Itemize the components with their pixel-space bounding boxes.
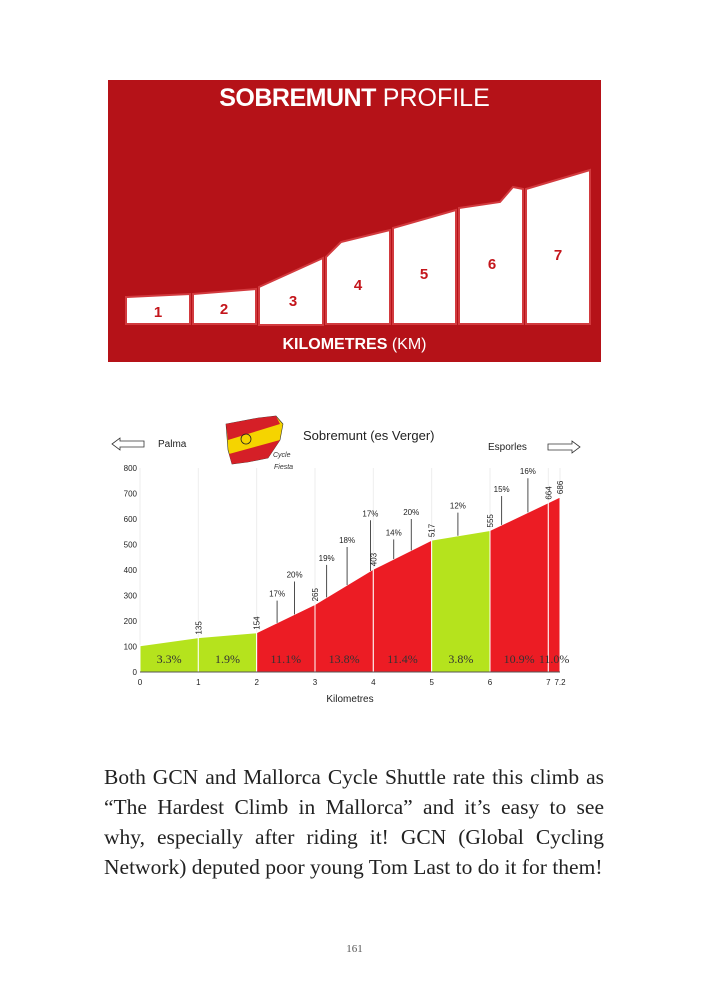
- banner-title: SOBREMUNT PROFILE: [108, 84, 601, 113]
- y-tick-label: 700: [124, 490, 138, 499]
- km-label: 6: [488, 256, 496, 273]
- x-tick-label: 4: [371, 678, 376, 687]
- segment-gradient-label: 10.9%: [504, 652, 535, 666]
- elevation-label: 265: [311, 588, 320, 602]
- banner-xlabel-rest: (KM): [387, 336, 427, 353]
- segment-gradient-label: 1.9%: [215, 652, 240, 666]
- km-bar-5: [392, 208, 457, 325]
- sobremunt-profile-graphic: SOBREMUNT PROFILE 1 2 3 4 5 6 7 KILOMET: [108, 80, 601, 362]
- x-tick-label: 6: [488, 678, 493, 687]
- km-bar-4: [325, 228, 391, 325]
- y-tick-label: 400: [124, 566, 138, 575]
- arrow-right-icon: [547, 440, 581, 454]
- max-gradient-label: 20%: [403, 508, 419, 517]
- max-gradient-label: 19%: [319, 554, 335, 563]
- page-number: 161: [346, 943, 363, 955]
- max-gradient-label: 16%: [520, 467, 536, 476]
- banner-xlabel-bold: KILOMETRES: [282, 336, 388, 353]
- elevation-label: 686: [556, 480, 565, 494]
- x-tick-label: 7: [546, 678, 551, 687]
- km-bar-1: [125, 292, 191, 325]
- left-direction-label: Palma: [158, 439, 187, 450]
- gradient-segment: [547, 496, 561, 673]
- chart-title: Sobremunt (es Verger): [303, 428, 435, 443]
- cyclist-icon: [240, 433, 252, 445]
- gradient-segment: [489, 501, 549, 673]
- km-label: 7: [554, 247, 562, 264]
- y-tick-label: 800: [124, 464, 138, 473]
- segment-gradient-label: 3.8%: [448, 652, 473, 666]
- km-label: 3: [289, 293, 297, 310]
- y-tick-label: 600: [124, 515, 138, 524]
- x-axis-title: Kilometres: [326, 694, 373, 705]
- max-gradient-label: 17%: [269, 590, 285, 599]
- y-tick-label: 100: [124, 643, 138, 652]
- elevation-label: 135: [194, 621, 203, 635]
- banner-title-rest: PROFILE: [375, 84, 490, 112]
- km-bar-3: [258, 256, 324, 326]
- km-bar-7: [525, 168, 591, 325]
- elevation-label: 403: [369, 552, 378, 566]
- x-tick-label: 2: [254, 678, 259, 687]
- segment-gradient-label: 11.1%: [271, 652, 302, 666]
- gradient-segment: [431, 529, 491, 673]
- km-label: 5: [420, 266, 428, 283]
- x-tick-label: 1: [196, 678, 201, 687]
- right-direction-label: Esporles: [488, 442, 527, 453]
- y-tick-label: 500: [124, 541, 138, 550]
- y-tick-label: 200: [124, 617, 138, 626]
- segment-gradient-label: 11.0%: [539, 652, 570, 666]
- km-label: 2: [220, 301, 228, 318]
- x-tick-label: 5: [429, 678, 434, 687]
- arrow-left-icon: [111, 437, 145, 451]
- logo-text: Cycle: [273, 452, 291, 459]
- max-gradient-label: 18%: [339, 536, 355, 545]
- elevation-label: 517: [428, 523, 437, 537]
- banner-xlabel: KILOMETRES (KM): [108, 336, 601, 354]
- y-tick-label: 300: [124, 592, 138, 601]
- elevation-label: 154: [253, 616, 262, 630]
- elevation-profile-chart: 3.3% 1.9% 11.1% 13.8% 11.4% 3.8% 10.9% 11.0%010…: [111, 415, 581, 705]
- km-bar-2: [192, 287, 257, 325]
- max-gradient-label: 20%: [287, 570, 303, 579]
- elevation-label: 555: [486, 514, 495, 528]
- y-tick-label: 0: [133, 668, 138, 677]
- max-gradient-label: 17%: [362, 509, 378, 518]
- x-tick-label: 0: [138, 678, 143, 687]
- elevation-label: 664: [544, 486, 553, 500]
- profile-bars: 1 2 3 4 5 6 7: [125, 168, 591, 326]
- max-gradient-label: 15%: [494, 485, 510, 494]
- segment-gradient-label: 3.3%: [157, 652, 182, 666]
- x-tick-label: 3: [313, 678, 318, 687]
- segment-gradient-label: 11.4%: [387, 652, 418, 666]
- max-gradient-label: 12%: [450, 502, 466, 511]
- body-paragraph: Both GCN and Mallorca Cycle Shuttle rate…: [104, 765, 604, 879]
- segment-gradient-label: 13.8%: [329, 652, 360, 666]
- logo-flag-stripe: [229, 440, 280, 464]
- logo-flag-stripe: [226, 416, 280, 440]
- logo-text: Fiesta: [274, 464, 293, 471]
- banner-title-bold: SOBREMUNT: [219, 84, 376, 112]
- km-label: 1: [154, 304, 162, 321]
- x-tick-label: 7.2: [554, 678, 566, 687]
- km-label: 4: [354, 277, 363, 294]
- km-bar-6: [458, 185, 524, 325]
- max-gradient-label: 14%: [386, 528, 402, 537]
